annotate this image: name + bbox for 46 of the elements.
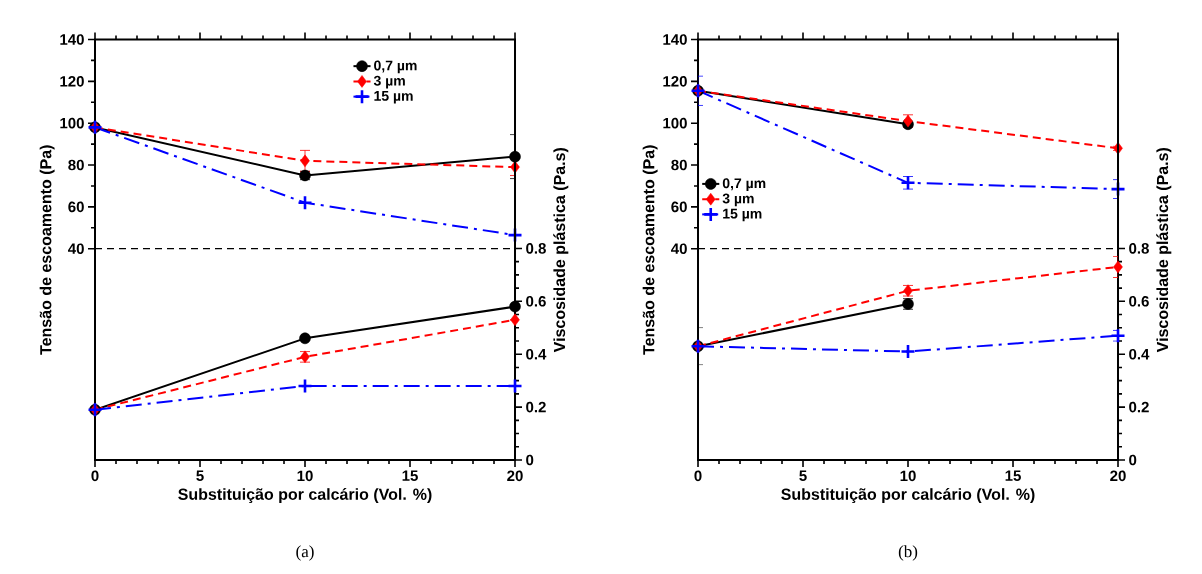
x-tick-label: 0	[694, 470, 702, 482]
y-tick-label: 120	[663, 76, 687, 87]
y-tick-label: 80	[671, 159, 687, 171]
y2-axis-title: Viscosidade plástica (Pa.s)	[553, 147, 569, 353]
y-tick-label: 100	[663, 117, 687, 129]
x-tick-label: 20	[1110, 470, 1126, 482]
y2-tick-label: 0.2	[1129, 401, 1149, 413]
x-tick-label: 5	[799, 470, 807, 481]
y2-tick-label: 0.8	[1129, 243, 1149, 254]
y-tick-label: 60	[68, 201, 84, 213]
y-tick-label: 120	[60, 76, 84, 87]
y2-tick-label: 0	[1129, 454, 1137, 466]
x-tick-label: 0	[91, 470, 99, 482]
y2-tick-label: 0.6	[1129, 296, 1149, 307]
y2-tick-label: 0.4	[526, 348, 547, 360]
y-tick-label: 40	[671, 243, 687, 255]
x-tick-label: 10	[297, 470, 313, 482]
text: (b)	[898, 545, 918, 561]
y2-tick-label: 0.4	[1129, 348, 1150, 360]
y-tick-label: 40	[68, 243, 84, 255]
y-tick-label: 100	[60, 117, 84, 129]
legend-label: 3 µm	[373, 75, 405, 89]
y-tick-label: 60	[671, 201, 687, 213]
legend-label: 3 µm	[722, 193, 754, 207]
x-axis-title: Substituição por calcário (Vol. %)	[178, 488, 432, 504]
x-tick-label: 15	[402, 470, 418, 481]
x-tick-label: 10	[900, 470, 916, 482]
y2-tick-label: 0.6	[526, 296, 546, 307]
y-tick-label: 80	[68, 159, 84, 171]
y2-tick-label: 0	[526, 454, 534, 466]
y-tick-label: 140	[60, 34, 84, 45]
legend-label: 0,7 µm	[374, 60, 417, 74]
y2-axis-title: Viscosidade plástica (Pa.s)	[1156, 147, 1172, 353]
legend-label: 15 µm	[723, 208, 762, 222]
y2-tick-label: 0.8	[526, 243, 546, 254]
x-axis-title: Substituição por calcário (Vol. %)	[781, 488, 1035, 504]
x-tick-label: 20	[507, 470, 523, 482]
legend-label: 0,7 µm	[722, 178, 766, 191]
y-tick-label: 140	[663, 34, 687, 45]
text: (a)	[296, 545, 314, 561]
y-axis-title: Tensão de escoamento (Pa)	[642, 145, 658, 355]
y2-tick-label: 0.2	[526, 401, 546, 413]
x-tick-label: 5	[196, 470, 204, 481]
y-axis-title: Tensão de escoamento (Pa)	[39, 145, 55, 355]
x-tick-label: 15	[1005, 470, 1021, 481]
legend-label: 15 µm	[374, 91, 413, 104]
